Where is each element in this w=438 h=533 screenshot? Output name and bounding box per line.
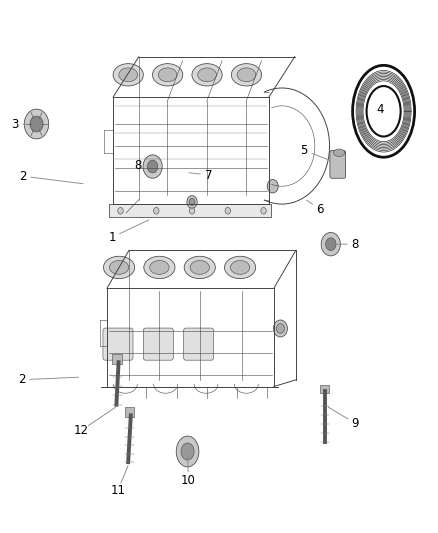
Text: 3: 3 — [11, 118, 18, 131]
Text: 2: 2 — [18, 373, 25, 386]
Ellipse shape — [192, 63, 222, 86]
Text: 7: 7 — [205, 168, 212, 182]
Ellipse shape — [113, 63, 143, 86]
Text: 5: 5 — [300, 144, 308, 157]
FancyBboxPatch shape — [103, 328, 133, 360]
Ellipse shape — [144, 256, 175, 279]
Circle shape — [325, 238, 336, 251]
Ellipse shape — [119, 68, 138, 82]
Circle shape — [118, 207, 123, 214]
Ellipse shape — [158, 68, 177, 82]
Text: 12: 12 — [74, 424, 89, 437]
Text: 8: 8 — [134, 159, 142, 172]
Circle shape — [24, 109, 49, 139]
Circle shape — [267, 180, 278, 193]
FancyBboxPatch shape — [125, 407, 134, 417]
Ellipse shape — [176, 436, 199, 467]
Circle shape — [261, 207, 266, 214]
Circle shape — [321, 232, 340, 256]
Text: 10: 10 — [181, 474, 196, 487]
Text: 2: 2 — [19, 169, 26, 183]
Ellipse shape — [367, 86, 401, 136]
Circle shape — [30, 116, 43, 132]
Polygon shape — [110, 204, 271, 217]
Circle shape — [189, 207, 195, 214]
Ellipse shape — [198, 68, 216, 82]
Circle shape — [189, 198, 195, 205]
FancyBboxPatch shape — [184, 328, 214, 360]
Ellipse shape — [237, 68, 256, 82]
Circle shape — [153, 207, 159, 214]
FancyBboxPatch shape — [113, 354, 122, 364]
Circle shape — [148, 160, 158, 173]
Ellipse shape — [184, 256, 215, 279]
Ellipse shape — [333, 149, 345, 157]
Text: 6: 6 — [316, 203, 323, 215]
Text: 8: 8 — [352, 238, 359, 251]
Circle shape — [276, 324, 284, 334]
Circle shape — [273, 320, 287, 337]
Ellipse shape — [230, 261, 250, 274]
Ellipse shape — [190, 261, 209, 274]
Circle shape — [143, 155, 162, 178]
Text: 9: 9 — [351, 417, 359, 430]
Circle shape — [225, 207, 230, 214]
Ellipse shape — [150, 261, 169, 274]
Text: 11: 11 — [110, 484, 125, 497]
FancyBboxPatch shape — [330, 151, 346, 178]
Text: 1: 1 — [108, 231, 116, 244]
Ellipse shape — [181, 443, 194, 460]
Circle shape — [187, 196, 197, 208]
Ellipse shape — [231, 63, 261, 86]
Text: 4: 4 — [377, 103, 384, 116]
Ellipse shape — [225, 256, 256, 279]
Ellipse shape — [110, 261, 129, 274]
Ellipse shape — [152, 63, 183, 86]
FancyBboxPatch shape — [320, 384, 329, 393]
Ellipse shape — [103, 256, 134, 279]
FancyBboxPatch shape — [143, 328, 173, 360]
